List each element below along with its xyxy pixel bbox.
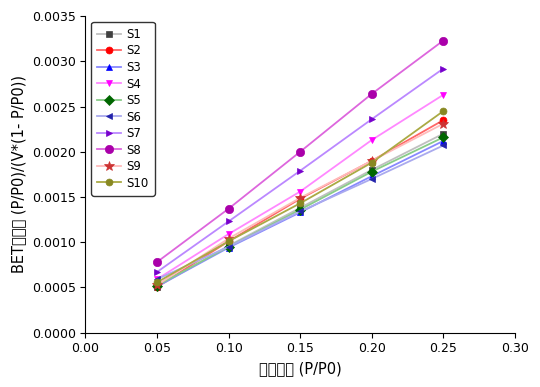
S10 [225, 239, 232, 243]
S10 [297, 201, 303, 205]
Line: S7: S7 [153, 65, 447, 276]
S4 [368, 138, 375, 142]
Line: S2: S2 [153, 116, 447, 290]
S7 [225, 219, 232, 224]
S7 [297, 168, 303, 173]
S4 [154, 277, 160, 282]
S9 [368, 158, 375, 163]
S10 [154, 280, 160, 285]
S5 [154, 283, 160, 288]
X-axis label: 相对压力 (P/P0): 相对压力 (P/P0) [259, 361, 341, 376]
S5 [297, 207, 303, 212]
Line: S6: S6 [153, 142, 447, 283]
S8 [154, 260, 160, 264]
S6 [297, 209, 303, 214]
S3 [225, 245, 232, 250]
S3 [297, 210, 303, 215]
S10 [368, 160, 375, 165]
S1 [440, 131, 447, 136]
S6 [154, 277, 160, 282]
S4 [440, 92, 447, 97]
S4 [297, 189, 303, 194]
S6 [225, 244, 232, 249]
S4 [225, 232, 232, 236]
S6 [368, 176, 375, 181]
S5 [440, 135, 447, 140]
Line: S9: S9 [152, 119, 448, 290]
Line: S8: S8 [153, 36, 448, 266]
S1 [154, 284, 160, 289]
S8 [368, 92, 375, 96]
S9 [225, 236, 232, 241]
S9 [154, 283, 160, 288]
S8 [225, 206, 232, 211]
Y-axis label: BET测试值 (P/P0)/(V*(1- P/P0)): BET测试值 (P/P0)/(V*(1- P/P0)) [11, 75, 26, 273]
S5 [225, 244, 232, 249]
S9 [440, 122, 447, 126]
S2 [368, 158, 375, 163]
S10 [440, 109, 447, 113]
Line: S3: S3 [153, 137, 447, 290]
S1 [225, 243, 232, 248]
S7 [154, 270, 160, 274]
S8 [297, 149, 303, 154]
S3 [368, 174, 375, 178]
Line: S1: S1 [153, 130, 447, 290]
S1 [368, 168, 375, 172]
S3 [154, 284, 160, 289]
S8 [440, 38, 447, 43]
S2 [225, 239, 232, 243]
Legend: S1, S2, S3, S4, S5, S6, S7, S8, S9, S10: S1, S2, S3, S4, S5, S6, S7, S8, S9, S10 [91, 22, 155, 196]
S1 [297, 205, 303, 210]
Line: S10: S10 [153, 108, 447, 286]
S2 [154, 284, 160, 289]
S2 [440, 118, 447, 122]
S2 [297, 197, 303, 201]
S3 [440, 139, 447, 143]
Line: S5: S5 [153, 134, 447, 289]
Line: S4: S4 [153, 91, 447, 283]
S7 [440, 66, 447, 71]
S7 [368, 117, 375, 122]
S5 [368, 170, 375, 174]
S6 [440, 143, 447, 148]
S9 [297, 195, 303, 200]
